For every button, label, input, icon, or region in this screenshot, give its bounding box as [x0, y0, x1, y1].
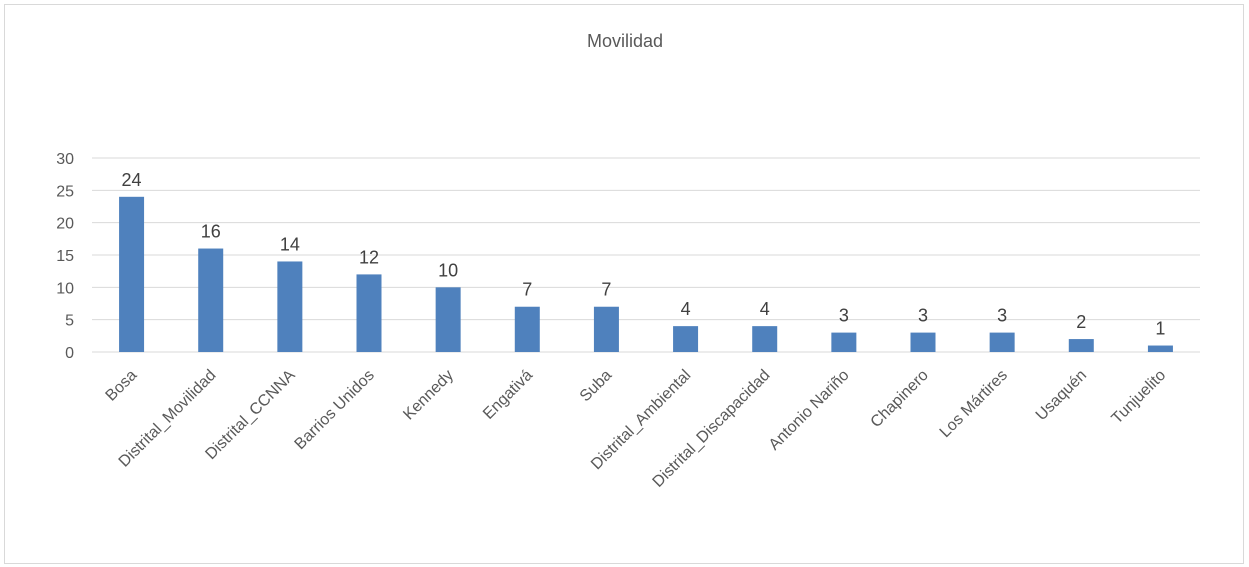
y-axis-ticks: 0 5 10 15 20 25 30: [56, 151, 74, 362]
data-label: 2: [1076, 312, 1086, 332]
x-category-label: Usaquén: [1033, 367, 1090, 424]
x-axis-categories: BosaDistrital_MovilidadDistrital_CCNNABa…: [103, 367, 1170, 491]
bar: [1068, 339, 1094, 352]
data-label: 3: [997, 306, 1007, 326]
x-category-label: Antonio Nariño: [766, 367, 853, 454]
data-label: 14: [280, 234, 300, 254]
bar: [514, 306, 540, 352]
x-category-label: Chapinero: [868, 367, 932, 431]
x-category-label: Tunjuelito: [1109, 367, 1170, 428]
data-label: 3: [918, 306, 928, 326]
y-tick-label: 10: [56, 280, 74, 297]
y-tick-label: 20: [56, 216, 74, 233]
data-label: 4: [760, 299, 770, 319]
y-tick-label: 25: [56, 183, 74, 200]
x-category-label: Engativá: [480, 367, 536, 423]
data-label: 12: [359, 247, 379, 267]
y-tick-label: 30: [56, 151, 74, 168]
bar: [356, 274, 382, 352]
x-category-label: Los Mártires: [937, 367, 1011, 441]
bar: [198, 248, 224, 352]
bar: [277, 261, 303, 352]
data-label: 4: [681, 299, 691, 319]
bar: [1147, 345, 1173, 352]
chart-title: Movilidad: [587, 31, 663, 51]
data-label: 16: [201, 222, 221, 242]
y-tick-label: 0: [65, 345, 74, 362]
bar: [673, 326, 699, 352]
data-label: 24: [122, 170, 142, 190]
gridlines: [92, 157, 1200, 353]
y-tick-label: 15: [56, 248, 74, 265]
y-tick-label: 5: [65, 313, 74, 330]
bars: [119, 196, 1173, 352]
data-label: 10: [438, 260, 458, 280]
x-category-label: Suba: [577, 367, 616, 406]
x-category-label: Bosa: [103, 367, 141, 405]
bar: [435, 287, 461, 352]
data-label: 3: [839, 306, 849, 326]
bar: [593, 306, 619, 352]
x-category-label: Kennedy: [400, 367, 457, 424]
bar: [910, 332, 936, 352]
bar: [752, 326, 778, 352]
x-category-label: Barrios Unidos: [292, 367, 378, 453]
data-label: 7: [522, 280, 532, 300]
data-labels: 24 16 14 12 10 7 7 4 4 3 3 3 2 1: [122, 170, 1166, 339]
data-label: 7: [601, 280, 611, 300]
bar: [119, 196, 145, 352]
data-label: 1: [1155, 319, 1165, 339]
bar: [831, 332, 857, 352]
bar: [989, 332, 1015, 352]
